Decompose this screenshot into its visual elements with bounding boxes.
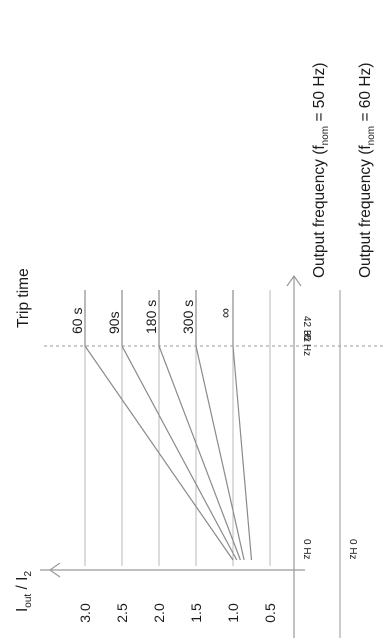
curve-line [195, 345, 245, 561]
trip-time-label: Trip time [15, 268, 32, 328]
x-axis-label-60hz: Output frequency (fnom = 60 Hz) [357, 63, 377, 278]
curve-line [121, 345, 238, 561]
curve-label: 90s [106, 311, 122, 334]
y-tick-label: 3.0 [77, 603, 93, 623]
curve-label: 180 s [143, 300, 159, 334]
curve-label: 300 s [180, 300, 196, 334]
curve-labels: 60 s 90s 180 s 300 s ∞ [69, 300, 233, 334]
curve-line [158, 345, 241, 561]
y-tick-label: 1.0 [225, 603, 241, 623]
x-tick-0hz-50: 0 Hz [301, 539, 312, 560]
y-tick-label: 1.5 [188, 603, 204, 623]
curve-line [232, 345, 253, 561]
y-axis-label: Iout / I2 [14, 571, 34, 612]
x-tick-0hz-60: 0 Hz [347, 539, 358, 560]
y-tick-label: 0.5 [262, 603, 278, 623]
curve-group [84, 290, 253, 561]
curve-label: 60 s [69, 308, 85, 334]
y-tick-labels: 3.0 2.5 2.0 1.5 1.0 0.5 [77, 603, 278, 623]
curve-label: ∞ [217, 308, 233, 318]
x-axis-arrow [286, 274, 302, 287]
y-tick-label: 2.0 [151, 603, 167, 623]
y-tick-label: 2.5 [114, 603, 130, 623]
x-axis-label-50hz: Output frequency (fnom = 50 Hz) [311, 63, 331, 278]
x-tick-42hz: 42 Hz [301, 316, 312, 342]
y-axis-arrow [48, 562, 61, 578]
curve-line [84, 345, 234, 561]
x-tick-35hz: 35 Hz [301, 330, 312, 356]
